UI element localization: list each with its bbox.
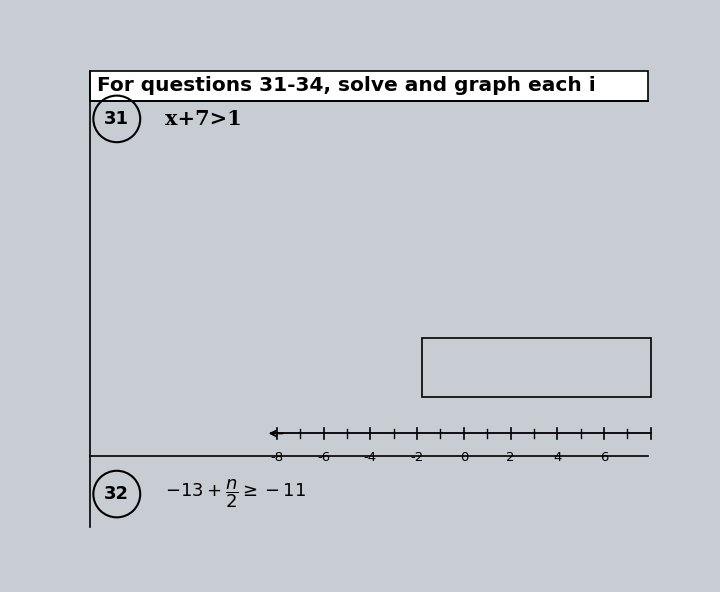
Text: x+7>1: x+7>1 <box>166 109 242 129</box>
Text: $-13+\dfrac{n}{2}\geq -11$: $-13+\dfrac{n}{2}\geq -11$ <box>166 478 307 510</box>
Text: 32: 32 <box>104 485 130 503</box>
Bar <box>422 337 651 397</box>
Bar <box>90 71 648 101</box>
Text: For questions 31-34, solve and graph each i: For questions 31-34, solve and graph eac… <box>96 76 595 95</box>
Text: 6: 6 <box>600 451 608 464</box>
Text: 0: 0 <box>459 451 468 464</box>
Text: 4: 4 <box>553 451 562 464</box>
Text: -4: -4 <box>364 451 377 464</box>
Text: -8: -8 <box>271 451 284 464</box>
Text: 31: 31 <box>104 110 130 128</box>
Text: 2: 2 <box>506 451 515 464</box>
Text: -6: -6 <box>317 451 330 464</box>
Text: -2: -2 <box>410 451 424 464</box>
